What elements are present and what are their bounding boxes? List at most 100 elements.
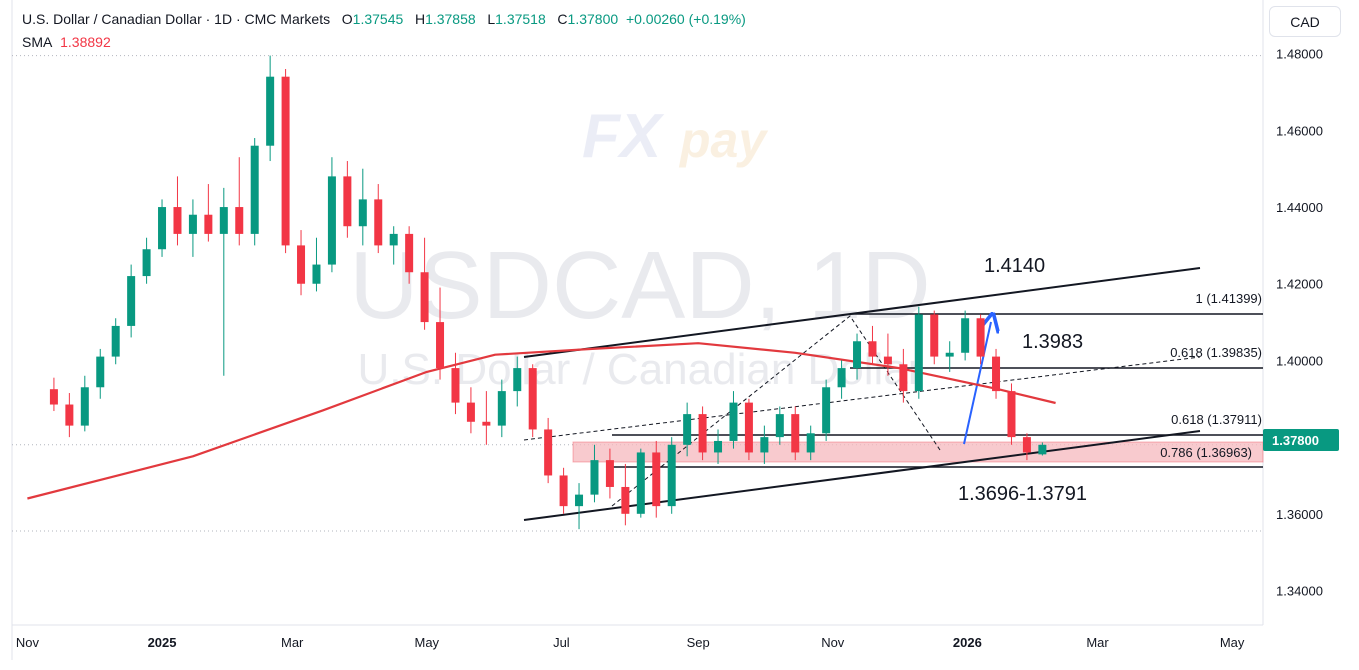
candle[interactable]: [930, 310, 939, 365]
candle[interactable]: [1038, 442, 1047, 456]
candle-body: [806, 433, 815, 453]
channel-lower-line[interactable]: [523, 430, 1201, 521]
candle[interactable]: [621, 463, 630, 526]
candle[interactable]: [65, 393, 74, 438]
candle[interactable]: [436, 287, 445, 380]
candle[interactable]: [451, 352, 460, 415]
candle-body: [188, 214, 197, 234]
candle[interactable]: [158, 199, 167, 257]
candle-body: [528, 368, 537, 430]
candle[interactable]: [173, 176, 182, 246]
candle-body: [482, 421, 491, 426]
candle[interactable]: [250, 138, 259, 246]
candle[interactable]: [853, 333, 862, 380]
label-1-4140[interactable]: 1.4140: [984, 255, 1045, 277]
candle[interactable]: [667, 437, 676, 514]
candle[interactable]: [899, 348, 908, 403]
candle-body: [621, 486, 630, 514]
symbol-title[interactable]: U.S. Dollar / Canadian Dollar · 1D · CMC…: [22, 11, 331, 27]
candle[interactable]: [297, 230, 306, 296]
candle[interactable]: [358, 168, 367, 246]
candle[interactable]: [775, 406, 784, 445]
ohlc-legend[interactable]: U.S. Dollar / Canadian Dollar · 1D · CMC…: [22, 11, 746, 27]
candle[interactable]: [188, 199, 197, 257]
candle-body: [590, 460, 599, 495]
candle[interactable]: [49, 377, 58, 412]
candle[interactable]: [976, 314, 985, 365]
candle-body: [837, 368, 846, 388]
candle[interactable]: [868, 325, 877, 365]
candle[interactable]: [605, 448, 614, 499]
candle[interactable]: [142, 237, 151, 284]
candle-body: [266, 76, 275, 146]
candle[interactable]: [1022, 433, 1031, 461]
candle[interactable]: [204, 184, 213, 242]
candle[interactable]: [837, 360, 846, 399]
candle[interactable]: [544, 417, 553, 484]
candle[interactable]: [374, 184, 383, 254]
candle[interactable]: [327, 157, 336, 273]
candle[interactable]: [559, 467, 568, 514]
candle-body: [111, 325, 120, 357]
candle[interactable]: [683, 402, 692, 457]
projection-arrow[interactable]: [963, 322, 991, 445]
channel-mid-dashed-line[interactable]: [523, 356, 1201, 441]
candle[interactable]: [343, 161, 352, 238]
candle[interactable]: [883, 333, 892, 376]
candle[interactable]: [806, 425, 815, 461]
current-price-tag[interactable]: 1.37800: [1263, 429, 1339, 451]
candle[interactable]: [760, 425, 769, 464]
label-zone[interactable]: 1.3696-1.3791: [958, 483, 1087, 505]
current-price-tag-text: 1.37800: [1272, 433, 1319, 448]
candle-body: [760, 437, 769, 453]
candle-body: [513, 368, 522, 392]
candle[interactable]: [127, 264, 136, 338]
candle-body: [775, 414, 784, 438]
candle-body: [961, 318, 970, 353]
candle[interactable]: [111, 318, 120, 365]
low-label: L: [487, 11, 496, 27]
candle[interactable]: [590, 444, 599, 503]
candle[interactable]: [714, 429, 723, 464]
price-axis[interactable]: 1.480001.460001.440001.420001.400001.380…: [1276, 47, 1323, 599]
candle[interactable]: [497, 379, 506, 438]
candle[interactable]: [575, 483, 584, 530]
label-1-3983[interactable]: 1.3983: [1022, 331, 1083, 353]
candle[interactable]: [482, 391, 491, 445]
candle[interactable]: [791, 406, 800, 461]
candle[interactable]: [266, 55, 275, 162]
candle[interactable]: [96, 348, 105, 399]
candle[interactable]: [513, 356, 522, 407]
currency-button[interactable]: CAD: [1269, 6, 1341, 37]
candle[interactable]: [636, 448, 645, 518]
candle[interactable]: [945, 341, 954, 372]
candle-body: [297, 245, 306, 284]
candle[interactable]: [80, 375, 89, 432]
candle[interactable]: [219, 187, 228, 376]
candle[interactable]: [389, 226, 398, 265]
candle[interactable]: [466, 387, 475, 434]
candle[interactable]: [914, 306, 923, 399]
candle[interactable]: [420, 237, 429, 330]
channel-upper-line[interactable]: [523, 267, 1201, 358]
sma-line[interactable]: [27, 342, 1056, 500]
candle[interactable]: [312, 237, 321, 292]
candle[interactable]: [729, 391, 738, 449]
candle[interactable]: [992, 348, 1001, 399]
candle[interactable]: [528, 364, 537, 438]
price-tick-label: 1.44000: [1276, 200, 1323, 215]
candle[interactable]: [235, 157, 244, 246]
candle[interactable]: [744, 398, 753, 461]
candle[interactable]: [961, 310, 970, 361]
fib-swing-dashed[interactable]: [611, 315, 941, 507]
candle[interactable]: [405, 226, 414, 284]
candle[interactable]: [281, 69, 290, 254]
time-axis[interactable]: Nov 2025 Mar May Jul Sep Nov 2026 Mar May: [16, 635, 1245, 650]
sma-legend[interactable]: SMA 1.38892: [22, 34, 111, 50]
candle[interactable]: [652, 440, 661, 518]
fib-label-0618-upper: 0.618 (1.39835): [1170, 345, 1262, 360]
candle[interactable]: [698, 406, 707, 461]
candle[interactable]: [822, 379, 831, 441]
candle[interactable]: [1007, 383, 1016, 445]
